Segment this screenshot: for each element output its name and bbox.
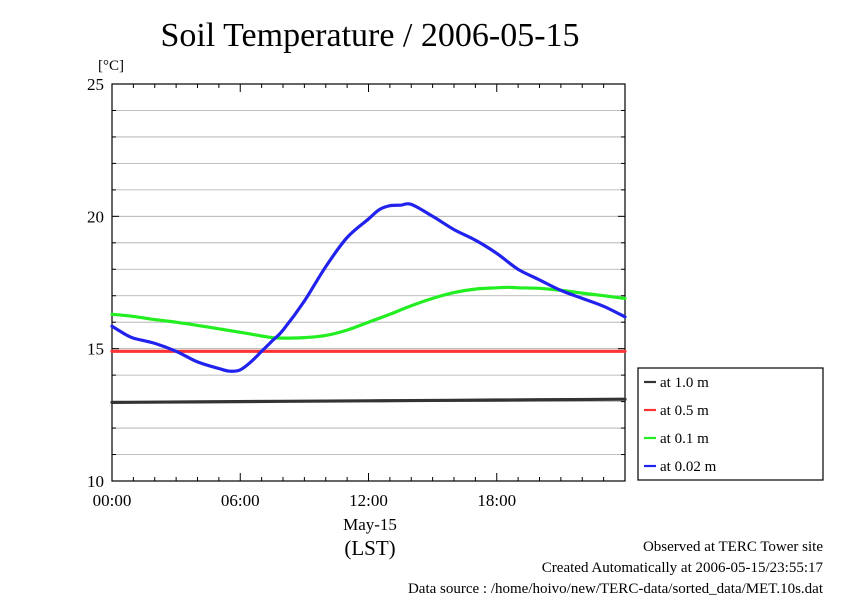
y-tick-label: 15: [87, 340, 104, 359]
y-tick-label: 25: [87, 75, 104, 94]
legend-label: at 0.5 m: [660, 403, 709, 419]
y-axis-ticks: 10 15 20 25: [87, 75, 625, 491]
chart-title: Soil Temperature / 2006-05-15: [160, 17, 579, 54]
x-tick-label: 18:00: [477, 491, 516, 510]
footer-created-note: Created Automatically at 2006-05-15/23:5…: [542, 560, 824, 576]
series-line-0: [110, 397, 627, 404]
y-axis-unit-label: [°C]: [98, 58, 124, 74]
legend: at 1.0 m at 0.5 m at 0.1 m at 0.02 m: [637, 367, 824, 481]
legend-label: at 0.1 m: [660, 431, 709, 447]
legend-box: [637, 367, 824, 481]
y-tick-label: 10: [87, 472, 104, 491]
x-tick-label: 00:00: [93, 491, 132, 510]
footer-data-source: Data source : /home/hoivo/new/TERC-data/…: [408, 581, 824, 595]
x-axis-ticks: 00:00 06:00 12:00 18:00: [93, 84, 626, 510]
legend-label: at 0.02 m: [660, 459, 717, 475]
series-line-2: [110, 285, 627, 340]
legend-label: at 1.0 m: [660, 375, 709, 391]
date-label: May-15: [343, 515, 397, 534]
series-lines: [110, 202, 627, 404]
x-tick-label: 12:00: [349, 491, 388, 510]
x-axis-label: (LST): [344, 536, 395, 560]
series-line-3: [110, 202, 627, 373]
x-tick-label: 06:00: [221, 491, 260, 510]
footer-site-note: Observed at TERC Tower site: [643, 539, 823, 555]
y-tick-label: 20: [87, 207, 104, 226]
